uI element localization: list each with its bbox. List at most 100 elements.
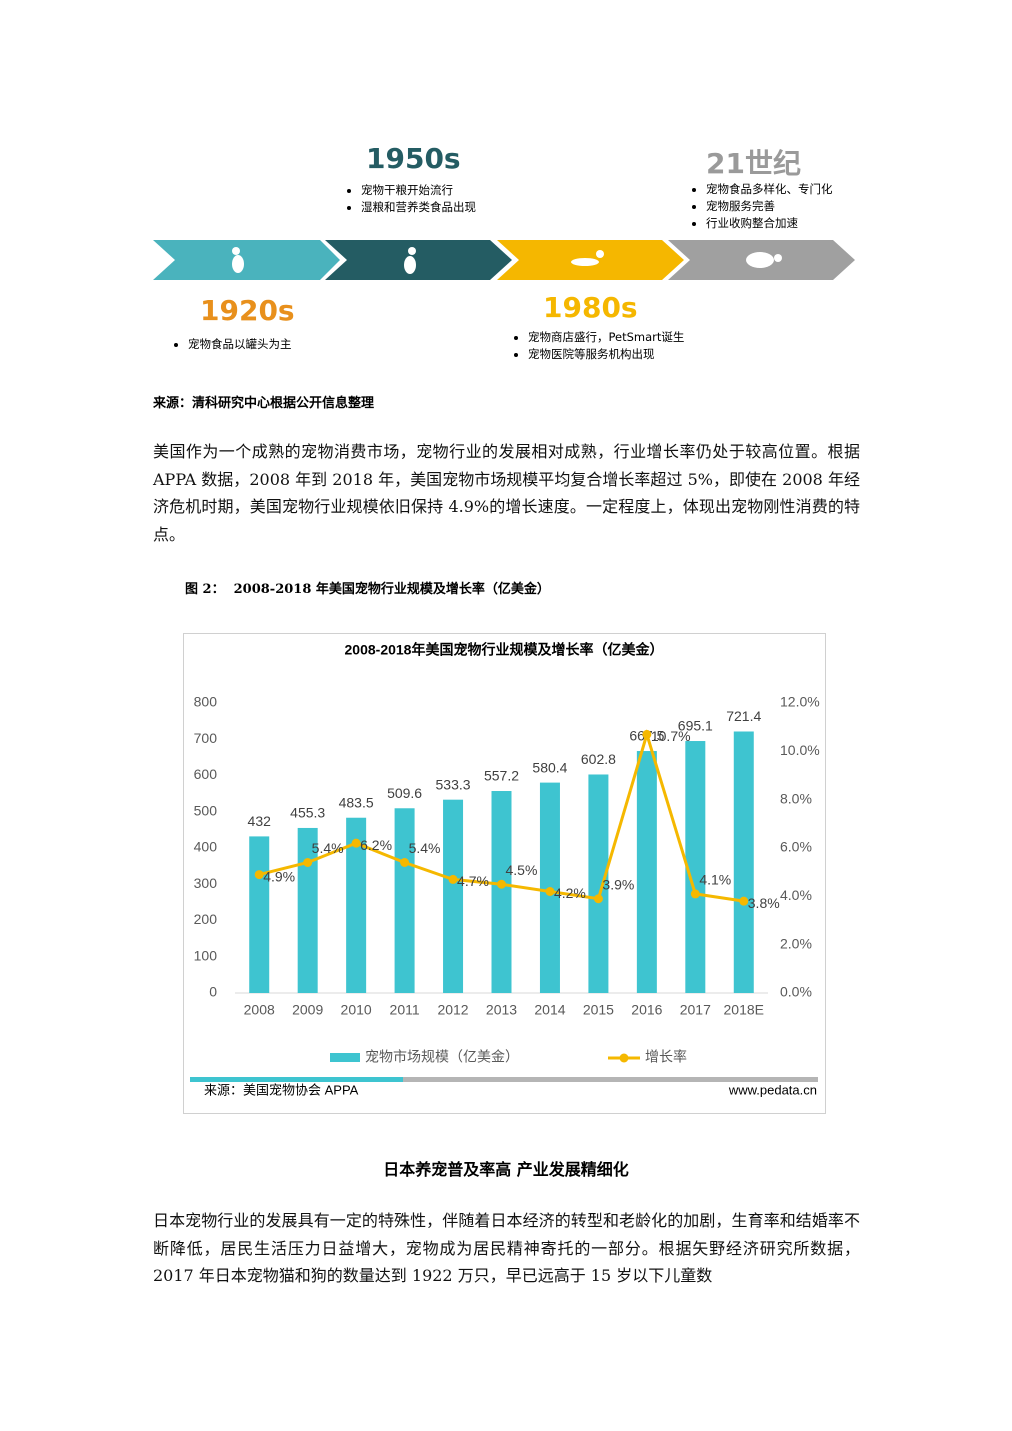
era-label: 1920s [200,294,295,327]
bar-label: 721.4 [726,708,761,724]
era-label: 21世纪 [706,147,801,180]
y2-tick-label: 8.0% [780,790,812,806]
point [545,887,555,896]
bar-label: 509.6 [387,785,422,801]
y-tick-label: 100 [194,947,218,963]
y-tick-label: 200 [194,911,218,927]
bar [394,808,415,993]
point [497,879,506,889]
chart-frame [183,633,826,1114]
x-tick-label: 2012 [437,1002,468,1018]
y-tick-label: 600 [194,766,218,782]
point-label: 4.5% [506,862,538,878]
point [400,858,410,867]
bar [443,799,464,993]
legend-label: 增长率 [645,1049,687,1065]
era-label: 1950s [366,142,461,175]
point-label: 10.7% [651,728,691,744]
bar [685,741,706,993]
y-tick-label: 0 [209,984,217,1000]
x-tick-label: 2008 [244,1002,275,1018]
point-label: 3.9% [602,876,634,892]
era-label: 1980s [543,291,638,324]
chevron [325,240,512,280]
bar-label: 695.1 [678,718,713,734]
chart-website: www.pedata.cn [728,1082,817,1097]
y-tick-label: 800 [194,694,218,710]
point-label: 5.4% [312,840,344,856]
y2-tick-label: 0.0% [780,984,812,1000]
point-label: 5.4% [409,840,441,856]
x-tick-label: 2010 [341,1002,372,1018]
bar-label: 455.3 [290,805,325,821]
x-tick-label: 2011 [390,1002,420,1018]
y2-tick-label: 12.0% [780,694,820,710]
point-label: 4.7% [457,873,489,889]
chart-source: 来源：美国宠物协会 APPA [204,1082,359,1097]
era-item: 宠物食品多样化、专门化 [706,181,833,198]
point-label: 4.1% [699,872,731,888]
x-tick-label: 2017 [680,1002,711,1018]
source: 来源：清科研究中心根据公开信息整理 [153,396,375,411]
legend-swatch [619,1053,629,1063]
era-item: 宠物服务完善 [706,198,833,215]
x-tick-label: 2014 [534,1002,565,1018]
point [593,894,603,904]
bar [297,827,318,993]
point [254,870,264,880]
point [448,874,458,884]
y-tick-label: 400 [194,839,218,855]
era-item: 宠物医院等服务机构出现 [528,346,684,363]
point [303,858,313,867]
rule [403,1077,818,1082]
y-tick-label: 700 [194,730,218,746]
x-tick-label: 2018E [724,1002,764,1018]
x-tick-label: 2015 [583,1002,614,1018]
paragraph: 日本宠物行业的发展具有一定的特殊性，伴随着日本经济的转型和老龄化的加剧，生育率和… [153,1211,860,1285]
era-item: 宠物商店盛行，PetSmart诞生 [528,329,684,346]
bar [491,791,512,993]
era-items: 宠物食品多样化、专门化宠物服务完善行业收购整合加速 [690,181,833,232]
rule [190,1077,403,1082]
y2-tick-label: 6.0% [780,839,812,855]
legend-swatch [330,1053,360,1062]
y2-tick-label: 2.0% [780,935,812,951]
chart-title: 2008-2018年美国宠物行业规模及增长率（亿美金） [345,642,664,658]
point-label: 3.8% [748,895,780,911]
y2-tick-label: 4.0% [780,887,812,903]
era-items: 宠物商店盛行，PetSmart诞生宠物医院等服务机构出现 [512,329,684,363]
icons [232,247,782,274]
bar [346,817,367,993]
point [351,838,361,848]
bar-label: 432 [248,813,272,829]
era-items: 宠物干粮开始流行湿粮和营养类食品出现 [345,182,476,216]
era-items: 宠物食品以罐头为主 [172,336,292,353]
x-tick-label: 2013 [486,1002,517,1018]
heading: 日本养宠普及率高 产业发展精细化 [383,1160,629,1179]
chevron [153,240,340,280]
figure-caption: 图 2： 2008-2018 年美国宠物行业规模及增长率（亿美金） [185,582,550,597]
bar [636,751,657,993]
point [642,729,652,739]
bar-label: 533.3 [436,776,471,792]
bar-label: 557.2 [484,768,519,784]
bar-label: 580.4 [532,759,567,775]
bar-label: 483.5 [339,794,374,810]
paragraph: 美国作为一个成熟的宠物消费市场，宠物行业的发展相对成熟，行业增长率仍处于较高位置… [153,442,860,544]
bar [249,836,270,993]
era-item: 行业收购整合加速 [706,215,833,232]
point-label: 6.2% [360,837,392,853]
bar [733,731,754,993]
x-tick-label: 2016 [631,1002,662,1018]
era-item: 宠物食品以罐头为主 [188,336,292,353]
point-label: 4.9% [263,868,295,884]
y-tick-label: 300 [194,875,218,891]
legend-label: 宠物市场规模（亿美金） [365,1049,519,1065]
era-item: 宠物干粮开始流行 [361,182,476,199]
bar-label: 602.8 [581,751,616,767]
point [739,896,749,906]
point-label: 4.2% [554,885,586,901]
x-tick-label: 2009 [292,1002,323,1018]
